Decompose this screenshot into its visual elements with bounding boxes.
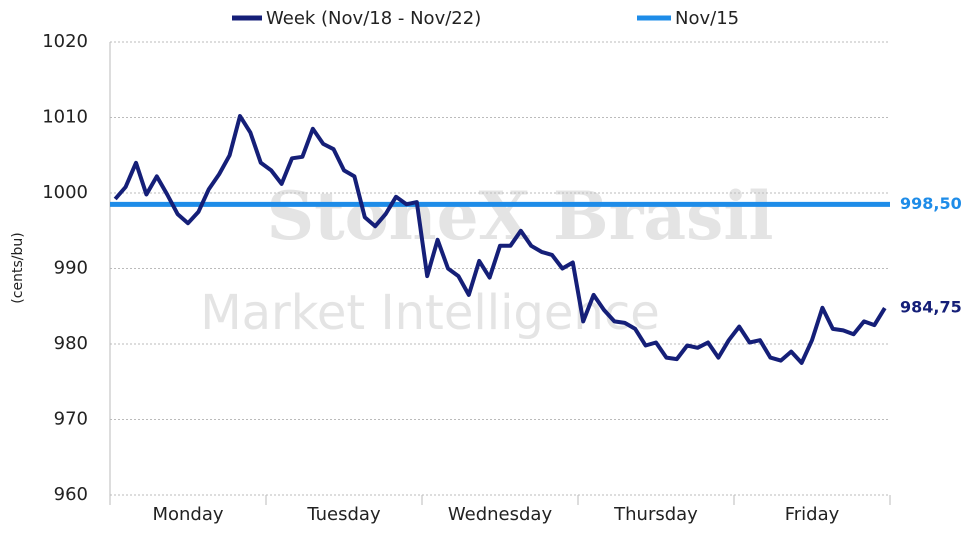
end-value-label: 984,75 [900,298,962,317]
x-tick-label: Monday [152,504,223,525]
legend-label: Week (Nov/18 - Nov/22) [266,8,481,29]
x-tick-label: Thursday [613,504,698,525]
reference-label: 998,50 [900,194,962,213]
x-tick-label: Friday [785,504,840,525]
x-tick-label: Tuesday [306,504,381,525]
watermark: Market Intelligence [200,285,660,341]
y-tick-label: 960 [54,484,88,505]
y-tick-label: 1010 [42,107,88,128]
x-tick-label: Wednesday [448,504,553,525]
y-tick-label: 1020 [42,31,88,52]
y-tick-label: 970 [54,409,88,430]
watermark: StoneX Brasil [267,177,774,255]
legend-label: Nov/15 [675,8,739,29]
y-tick-label: 980 [54,333,88,354]
y-tick-label: 1000 [42,182,88,203]
series-line [113,114,887,365]
y-tick-label: 990 [54,258,88,279]
y-axis-label: (cents/bu) [10,232,26,303]
